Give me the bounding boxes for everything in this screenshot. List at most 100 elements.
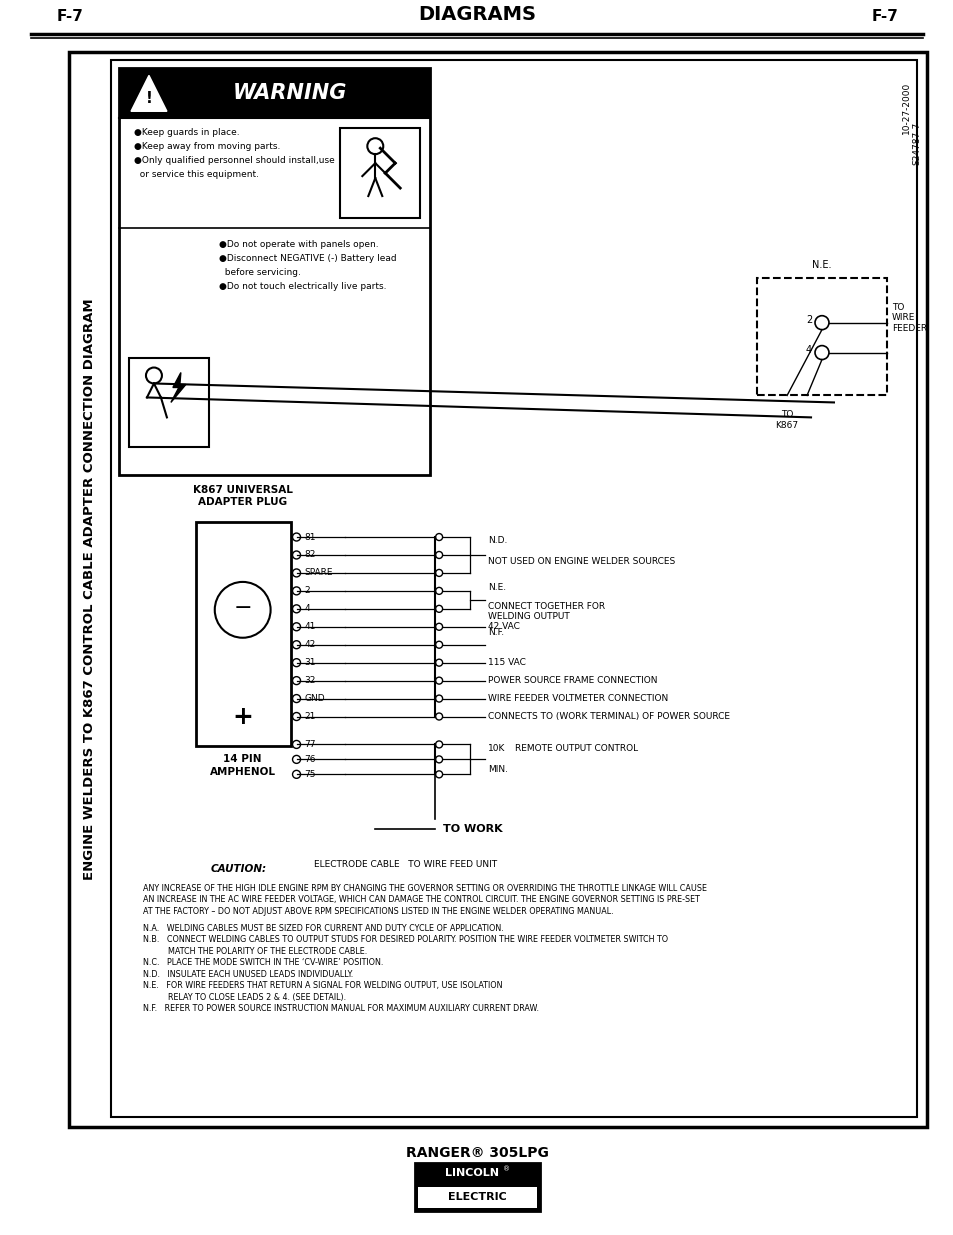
Circle shape xyxy=(436,713,442,720)
Text: N.B.   CONNECT WELDING CABLES TO OUTPUT STUDS FOR DESIRED POLARITY. POSITION THE: N.B. CONNECT WELDING CABLES TO OUTPUT ST… xyxy=(143,935,667,945)
Text: 115 VAC: 115 VAC xyxy=(487,658,525,667)
Circle shape xyxy=(436,605,442,613)
Circle shape xyxy=(293,605,300,613)
Text: 81: 81 xyxy=(304,532,315,541)
Text: ●Only qualified personnel should install,use: ●Only qualified personnel should install… xyxy=(133,156,335,165)
Text: GND: GND xyxy=(304,694,325,703)
Text: before servicing.: before servicing. xyxy=(218,268,300,277)
Text: N.E.: N.E. xyxy=(487,583,505,592)
Circle shape xyxy=(436,659,442,666)
Text: MATCH THE POLARITY OF THE ELECTRODE CABLE.: MATCH THE POLARITY OF THE ELECTRODE CABL… xyxy=(143,947,367,956)
Text: N.E.   FOR WIRE FEEDERS THAT RETURN A SIGNAL FOR WELDING OUTPUT, USE ISOLATION: N.E. FOR WIRE FEEDERS THAT RETURN A SIGN… xyxy=(143,982,502,990)
Text: TO WORK: TO WORK xyxy=(442,824,502,834)
Text: 42 VAC: 42 VAC xyxy=(487,622,519,631)
Text: 10K: 10K xyxy=(487,745,505,753)
Text: ANY INCREASE OF THE HIGH IDLE ENGINE RPM BY CHANGING THE GOVERNOR SETTING OR OVE: ANY INCREASE OF THE HIGH IDLE ENGINE RPM… xyxy=(143,884,706,893)
Text: ®: ® xyxy=(503,1166,510,1172)
Bar xyxy=(119,68,430,119)
Bar xyxy=(757,278,886,395)
Text: POWER SOURCE FRAME CONNECTION: POWER SOURCE FRAME CONNECTION xyxy=(487,676,657,685)
Text: ELECTRODE CABLE   TO WIRE FEED UNIT: ELECTRODE CABLE TO WIRE FEED UNIT xyxy=(314,860,497,868)
Text: F-7: F-7 xyxy=(56,9,83,23)
Circle shape xyxy=(436,552,442,558)
Text: 2: 2 xyxy=(304,587,310,595)
Text: RELAY TO CLOSE LEADS 2 & 4. (SEE DETAIL).: RELAY TO CLOSE LEADS 2 & 4. (SEE DETAIL)… xyxy=(143,993,346,1002)
Text: AN INCREASE IN THE AC WIRE FEEDER VOLTAGE, WHICH CAN DAMAGE THE CONTROL CIRCUIT.: AN INCREASE IN THE AC WIRE FEEDER VOLTAG… xyxy=(143,895,700,904)
Text: N.F.   REFER TO POWER SOURCE INSTRUCTION MANUAL FOR MAXIMUM AUXILIARY CURRENT DR: N.F. REFER TO POWER SOURCE INSTRUCTION M… xyxy=(143,1004,538,1013)
Bar xyxy=(415,1163,539,1212)
Text: REMOTE OUTPUT CONTROL: REMOTE OUTPUT CONTROL xyxy=(515,745,638,753)
Circle shape xyxy=(293,741,300,748)
Text: WELDING OUTPUT: WELDING OUTPUT xyxy=(487,611,569,621)
Text: ●Disconnect NEGATIVE (-) Battery lead: ●Disconnect NEGATIVE (-) Battery lead xyxy=(218,254,395,263)
Text: CONNECT TOGETHER FOR: CONNECT TOGETHER FOR xyxy=(487,601,604,611)
Bar xyxy=(111,61,916,1118)
Circle shape xyxy=(436,695,442,701)
Circle shape xyxy=(293,569,300,577)
Text: −: − xyxy=(233,598,252,618)
Text: NOT USED ON ENGINE WELDER SOURCES: NOT USED ON ENGINE WELDER SOURCES xyxy=(487,557,675,566)
Text: CAUTION:: CAUTION: xyxy=(211,864,267,874)
Text: 10-27-2000: 10-27-2000 xyxy=(902,83,910,135)
Text: TO
WIRE
FEEDER: TO WIRE FEEDER xyxy=(891,303,926,332)
Text: ●Do not operate with panels open.: ●Do not operate with panels open. xyxy=(218,240,378,249)
Bar xyxy=(70,52,925,1128)
Text: N.A.   WELDING CABLES MUST BE SIZED FOR CURRENT AND DUTY CYCLE OF APPLICATION.: N.A. WELDING CABLES MUST BE SIZED FOR CU… xyxy=(143,924,503,932)
Text: WARNING: WARNING xyxy=(233,83,346,104)
Text: N.D.   INSULATE EACH UNUSED LEADS INDIVIDUALLY.: N.D. INSULATE EACH UNUSED LEADS INDIVIDU… xyxy=(143,969,353,979)
Text: or service this equipment.: or service this equipment. xyxy=(133,170,258,179)
Text: 4: 4 xyxy=(304,604,310,614)
Text: RANGER® 305LPG: RANGER® 305LPG xyxy=(405,1146,548,1160)
Bar xyxy=(129,358,209,447)
Text: 77: 77 xyxy=(304,740,315,748)
Text: K867 UNIVERSAL
ADAPTER PLUG: K867 UNIVERSAL ADAPTER PLUG xyxy=(193,484,293,508)
Text: +: + xyxy=(232,704,253,729)
Text: DIAGRAMS: DIAGRAMS xyxy=(417,5,536,23)
Circle shape xyxy=(436,677,442,684)
Text: F-7: F-7 xyxy=(871,9,898,23)
Text: 21: 21 xyxy=(304,713,315,721)
Circle shape xyxy=(293,551,300,559)
Circle shape xyxy=(436,771,442,778)
Circle shape xyxy=(293,587,300,595)
Text: N.C.   PLACE THE MODE SWITCH IN THE ‘CV-WIRE’ POSITION.: N.C. PLACE THE MODE SWITCH IN THE ‘CV-WI… xyxy=(143,958,383,967)
Circle shape xyxy=(293,677,300,684)
Text: 76: 76 xyxy=(304,755,315,764)
Circle shape xyxy=(436,641,442,648)
Circle shape xyxy=(293,694,300,703)
Polygon shape xyxy=(131,75,167,111)
Polygon shape xyxy=(171,373,186,403)
Circle shape xyxy=(367,138,383,154)
Text: N.D.: N.D. xyxy=(487,536,507,545)
Text: 42: 42 xyxy=(304,640,315,650)
Bar xyxy=(417,1166,537,1187)
Text: 2: 2 xyxy=(805,315,811,325)
Text: 82: 82 xyxy=(304,551,315,559)
Text: LINCOLN: LINCOLN xyxy=(444,1168,498,1178)
Circle shape xyxy=(293,534,300,541)
Text: N.E.: N.E. xyxy=(811,259,831,269)
Bar xyxy=(417,1187,537,1208)
Text: 31: 31 xyxy=(304,658,315,667)
Circle shape xyxy=(293,641,300,648)
Circle shape xyxy=(436,534,442,541)
Text: ●Keep guards in place.: ●Keep guards in place. xyxy=(133,128,239,137)
Text: ●Do not touch electrically live parts.: ●Do not touch electrically live parts. xyxy=(218,282,386,290)
Text: CONNECTS TO (WORK TERMINAL) OF POWER SOURCE: CONNECTS TO (WORK TERMINAL) OF POWER SOU… xyxy=(487,713,729,721)
Text: TO
K867: TO K867 xyxy=(775,410,798,430)
Circle shape xyxy=(814,346,828,359)
Circle shape xyxy=(293,622,300,631)
Circle shape xyxy=(146,368,162,384)
Circle shape xyxy=(436,588,442,594)
Text: ENGINE WELDERS TO K867 CONTROL CABLE ADAPTER CONNECTION DIAGRAM: ENGINE WELDERS TO K867 CONTROL CABLE ADA… xyxy=(83,298,95,879)
Text: 4: 4 xyxy=(805,345,811,354)
Circle shape xyxy=(293,771,300,778)
Circle shape xyxy=(436,569,442,577)
Text: S24787-7: S24787-7 xyxy=(911,121,921,164)
Circle shape xyxy=(436,624,442,630)
Circle shape xyxy=(293,658,300,667)
Circle shape xyxy=(293,756,300,763)
Text: 32: 32 xyxy=(304,676,315,685)
Bar xyxy=(195,522,291,746)
Text: 14 PIN
AMPHENOL: 14 PIN AMPHENOL xyxy=(210,755,275,777)
